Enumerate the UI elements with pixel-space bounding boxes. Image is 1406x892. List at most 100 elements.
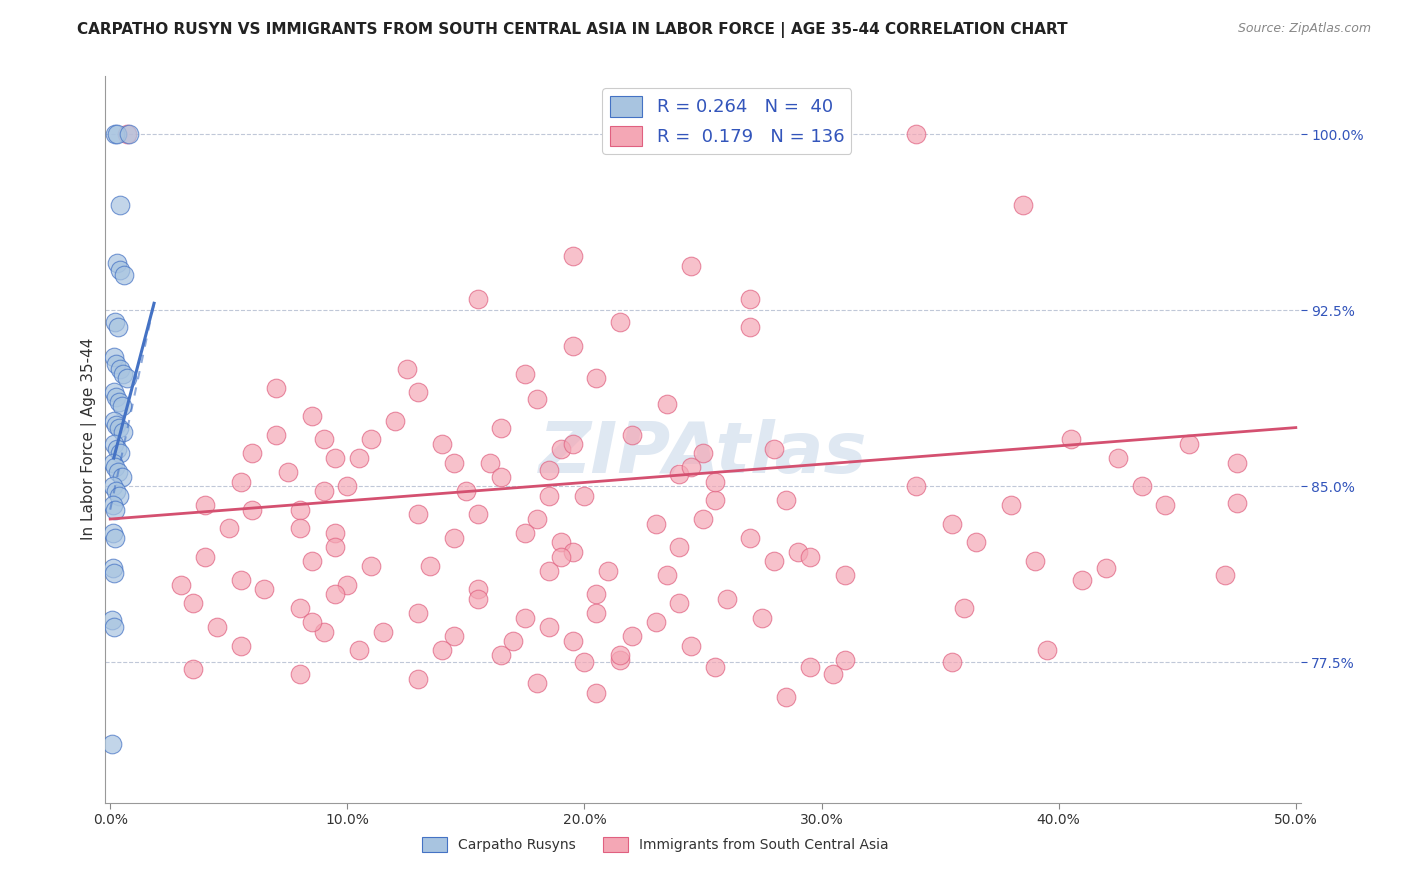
Point bbox=[763, 442, 786, 456]
Point bbox=[101, 498, 124, 512]
Point bbox=[312, 624, 335, 639]
Point bbox=[218, 521, 240, 535]
Point bbox=[360, 432, 382, 446]
Point bbox=[467, 591, 489, 606]
Point bbox=[101, 479, 124, 493]
Point bbox=[105, 256, 128, 270]
Point bbox=[288, 502, 311, 516]
Point bbox=[905, 479, 928, 493]
Point bbox=[103, 566, 125, 580]
Point bbox=[550, 442, 572, 456]
Point bbox=[681, 259, 703, 273]
Point bbox=[229, 639, 252, 653]
Point bbox=[657, 397, 679, 411]
Point bbox=[740, 531, 762, 545]
Point bbox=[526, 676, 548, 690]
Point bbox=[242, 502, 264, 516]
Point bbox=[502, 634, 524, 648]
Point bbox=[112, 367, 135, 381]
Point bbox=[103, 385, 125, 400]
Point bbox=[965, 535, 987, 549]
Point bbox=[108, 198, 131, 212]
Point bbox=[108, 362, 131, 376]
Point bbox=[681, 460, 703, 475]
Point bbox=[1107, 451, 1129, 466]
Point bbox=[941, 655, 963, 669]
Point bbox=[101, 456, 124, 470]
Point bbox=[550, 549, 572, 564]
Point bbox=[1071, 573, 1094, 587]
Point bbox=[1130, 479, 1153, 493]
Point bbox=[775, 493, 797, 508]
Point bbox=[537, 489, 560, 503]
Point bbox=[277, 465, 299, 479]
Point bbox=[561, 249, 583, 263]
Point bbox=[312, 483, 335, 498]
Point bbox=[1095, 561, 1118, 575]
Point bbox=[104, 460, 127, 475]
Point bbox=[104, 502, 127, 516]
Point bbox=[395, 362, 418, 376]
Point bbox=[905, 128, 928, 142]
Point bbox=[1036, 643, 1059, 657]
Point bbox=[103, 437, 125, 451]
Point bbox=[692, 446, 714, 460]
Point bbox=[115, 128, 138, 142]
Point bbox=[1024, 554, 1046, 568]
Point bbox=[325, 587, 347, 601]
Point bbox=[657, 568, 679, 582]
Point bbox=[112, 268, 135, 282]
Point bbox=[103, 350, 125, 364]
Point bbox=[1225, 456, 1247, 470]
Point bbox=[1213, 568, 1236, 582]
Point bbox=[347, 451, 370, 466]
Point bbox=[609, 648, 631, 662]
Point bbox=[107, 465, 129, 479]
Point bbox=[336, 577, 359, 591]
Point bbox=[644, 615, 666, 630]
Y-axis label: In Labor Force | Age 35-44: In Labor Force | Age 35-44 bbox=[82, 338, 97, 541]
Point bbox=[823, 666, 845, 681]
Point bbox=[325, 451, 347, 466]
Point bbox=[194, 549, 217, 564]
Point bbox=[1059, 432, 1081, 446]
Point bbox=[105, 128, 128, 142]
Point bbox=[288, 666, 311, 681]
Point bbox=[371, 624, 394, 639]
Point bbox=[537, 463, 560, 477]
Point bbox=[408, 508, 430, 522]
Point bbox=[550, 535, 572, 549]
Point bbox=[526, 392, 548, 407]
Point bbox=[194, 498, 217, 512]
Point bbox=[740, 319, 762, 334]
Point bbox=[105, 418, 128, 433]
Point bbox=[101, 561, 124, 575]
Point bbox=[103, 620, 125, 634]
Point bbox=[786, 545, 808, 559]
Point bbox=[692, 512, 714, 526]
Point bbox=[288, 601, 311, 615]
Point bbox=[301, 615, 323, 630]
Point bbox=[1178, 437, 1201, 451]
Point bbox=[491, 420, 513, 434]
Point bbox=[561, 437, 583, 451]
Point bbox=[312, 432, 335, 446]
Point bbox=[430, 643, 453, 657]
Point bbox=[491, 470, 513, 484]
Point bbox=[953, 601, 976, 615]
Point bbox=[574, 655, 596, 669]
Point bbox=[408, 672, 430, 686]
Point bbox=[105, 390, 128, 404]
Point bbox=[668, 467, 690, 482]
Point bbox=[1012, 198, 1035, 212]
Point bbox=[668, 540, 690, 554]
Point bbox=[205, 620, 228, 634]
Point bbox=[775, 690, 797, 705]
Point bbox=[491, 648, 513, 662]
Point bbox=[111, 470, 134, 484]
Point bbox=[242, 446, 264, 460]
Point bbox=[264, 427, 287, 442]
Point bbox=[105, 357, 128, 371]
Point bbox=[105, 442, 128, 456]
Point bbox=[609, 315, 631, 329]
